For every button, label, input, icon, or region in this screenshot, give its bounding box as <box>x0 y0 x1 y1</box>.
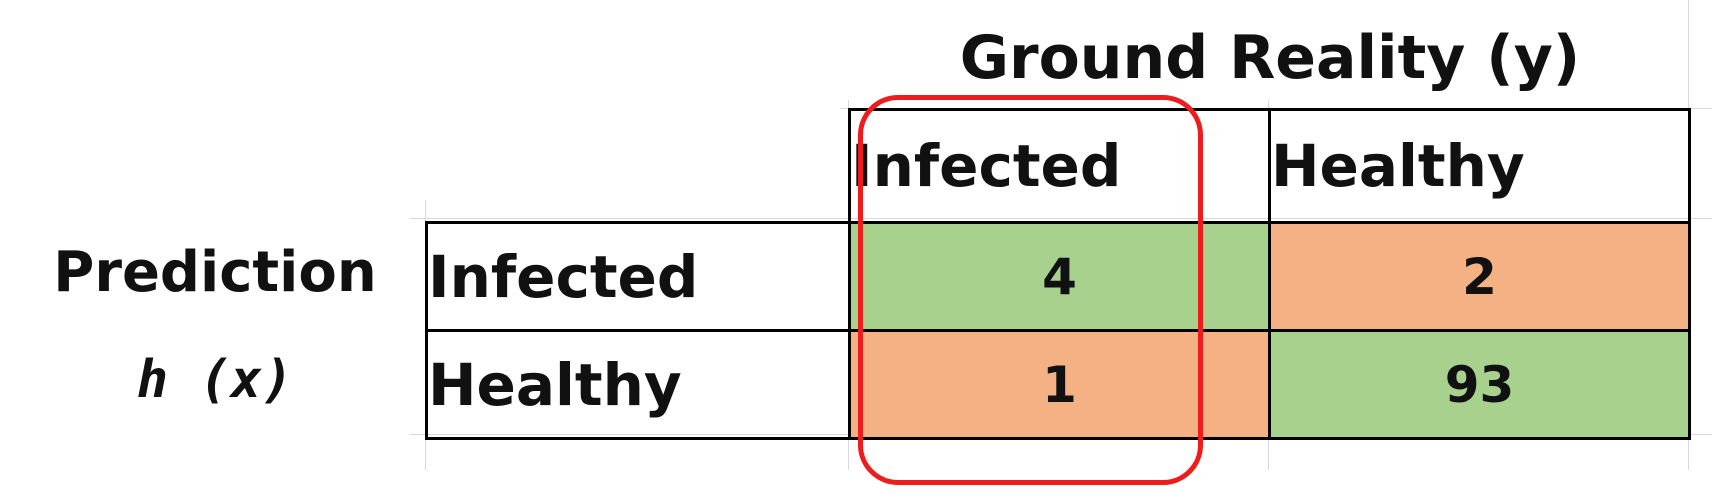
header-row: Infected Healthy <box>427 108 1691 224</box>
row-axis-variable: h (x) <box>136 350 294 410</box>
row-axis-label: Prediction <box>53 239 377 305</box>
cell-healthy-infected: 1 <box>848 329 1271 440</box>
chart-title: Ground Reality (y) <box>959 22 1581 93</box>
table-row: Infected 4 2 <box>425 221 1691 332</box>
row-header-infected: Infected <box>425 221 851 332</box>
cell-infected-healthy: 2 <box>1268 221 1691 332</box>
column-header-infected: Infected <box>848 108 1271 224</box>
corner-cell <box>427 110 850 223</box>
row-header-healthy: Healthy <box>425 329 851 440</box>
cell-healthy-healthy: 93 <box>1268 329 1691 440</box>
gridline <box>425 200 426 470</box>
column-header-healthy: Healthy <box>1268 108 1691 224</box>
table-row: Healthy 1 93 <box>425 329 1691 440</box>
gridline <box>840 108 1712 109</box>
cell-infected-infected: 4 <box>848 221 1271 332</box>
confusion-matrix: Infected Healthy Infected 4 2 Healthy 1 … <box>425 108 1691 440</box>
